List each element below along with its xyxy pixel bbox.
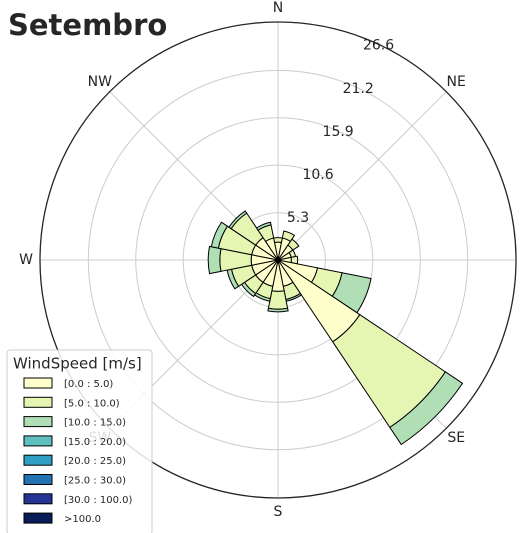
polar-frame xyxy=(39,21,517,499)
bar-segment xyxy=(273,237,283,244)
r-tick-label: 21.2 xyxy=(343,81,374,97)
grid-ring xyxy=(135,117,421,403)
r-tick-label: 10.6 xyxy=(302,167,333,183)
r-tick-label: 15.9 xyxy=(323,124,354,140)
legend-swatch xyxy=(23,435,53,447)
direction-label: N xyxy=(273,0,283,16)
direction-label: NE xyxy=(447,74,466,90)
legend-label: >100.0 xyxy=(64,514,101,525)
bar-segment xyxy=(255,221,272,231)
r-tick-label: 5.3 xyxy=(287,210,309,226)
spoke xyxy=(277,91,447,261)
legend-swatch xyxy=(23,512,53,524)
legend-swatch xyxy=(23,416,53,428)
legend-label: [20.0 : 25.0) xyxy=(64,456,126,467)
legend-label: [10.0 : 15.0) xyxy=(64,418,126,429)
bar-segment xyxy=(207,245,222,275)
legend-label: [30.0 : 100.0) xyxy=(64,495,133,506)
legend-swatch xyxy=(23,454,53,466)
bar-segment xyxy=(267,307,289,313)
bar-segment xyxy=(287,238,300,251)
bar-segment xyxy=(281,230,296,243)
chart-title: Setembro xyxy=(8,8,167,42)
legend-box xyxy=(6,349,153,533)
r-tick-label: 26.6 xyxy=(363,37,394,53)
bar-segment xyxy=(210,221,229,249)
legend-title: WindSpeed [m/s] xyxy=(13,355,142,373)
legend-label: [15.0 : 20.0) xyxy=(64,437,126,448)
legend: WindSpeed [m/s] [0.0 : 5.0) [5.0 : 10.0) [1… xyxy=(6,349,153,533)
grid-ring xyxy=(182,164,374,356)
direction-label: W xyxy=(19,252,33,268)
bar-segment xyxy=(389,371,464,446)
legend-label: [5.0 : 10.0) xyxy=(64,398,120,409)
direction-label: NW xyxy=(88,74,112,90)
bar-segment xyxy=(228,210,248,230)
legend-label: [25.0 : 30.0) xyxy=(64,476,126,487)
legend-swatch xyxy=(23,377,53,389)
legend-swatch xyxy=(23,493,53,505)
direction-label: SE xyxy=(447,430,465,446)
direction-label: S xyxy=(274,504,283,520)
legend-swatch xyxy=(23,396,53,408)
legend-swatch xyxy=(23,474,53,485)
legend-label: [0.0 : 5.0) xyxy=(64,379,113,390)
grid-ring xyxy=(87,69,469,451)
